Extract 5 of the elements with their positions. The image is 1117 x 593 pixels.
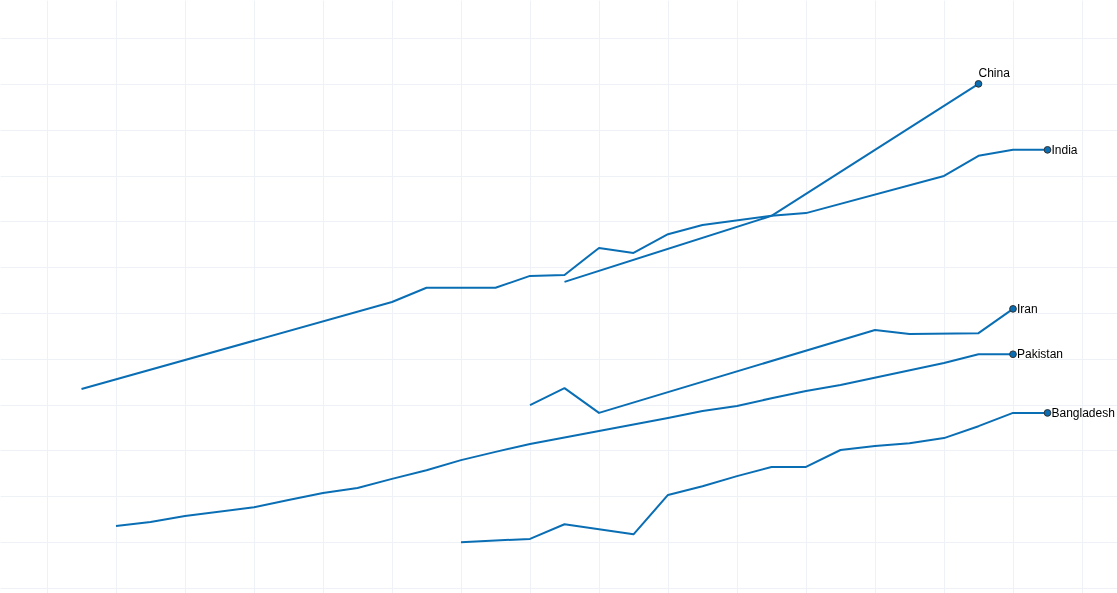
series-label: Pakistan — [1017, 347, 1064, 362]
series-label: India — [1051, 142, 1078, 157]
series-label: China — [978, 65, 1011, 80]
series-label: Bangladesh — [1051, 405, 1115, 420]
series-label: Iran — [1017, 301, 1038, 316]
